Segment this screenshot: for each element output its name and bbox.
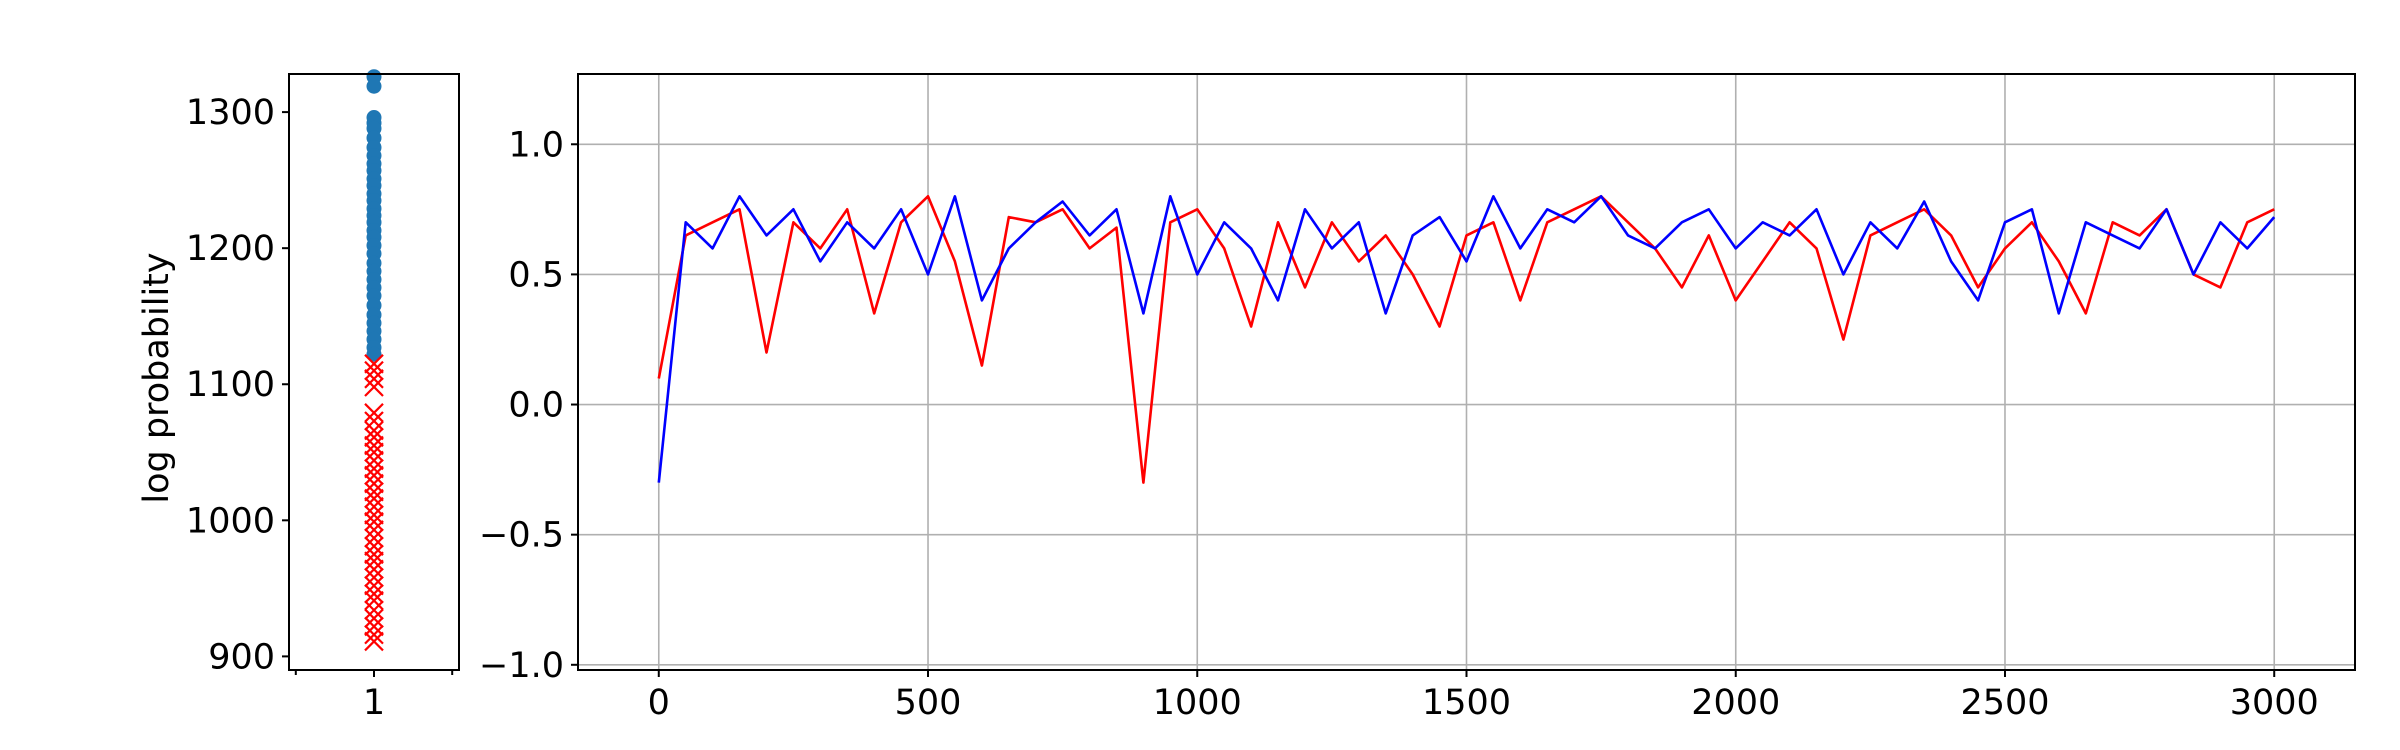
line-y-tick-label: 0.5 [508,255,564,295]
line-x-tick-label: 0 [648,683,670,723]
scatter-y-tick-label: 1100 [186,365,275,405]
scatter-y-tick-label: 900 [208,637,275,677]
scatter-point-x [364,528,384,548]
scatter-point-x [364,567,384,588]
scatter-point-x [364,369,384,389]
scatter-point-x [364,536,384,556]
scatter-point-x [364,420,384,441]
line-frame [577,73,2356,671]
scatter-point-x [364,354,384,374]
line-y-tick-label: −1.0 [479,646,564,686]
scatter-point-x [364,360,384,381]
scatter-point-x [364,631,384,652]
scatter-panel: 900 1000 1100 1200 1300 1 log probability [137,69,460,723]
scatter-point-x [364,473,384,494]
scatter-point-x [364,442,384,463]
scatter-point-x [364,427,384,448]
scatter-point-x [364,624,384,645]
line-series [657,195,2276,484]
scatter-point-x [364,505,384,525]
line-x-tick-label: 2000 [1691,683,1780,723]
line-x-tick-label: 1500 [1422,683,1511,723]
line-series-red [657,195,2275,484]
scatter-y-tick-label: 1300 [186,93,275,133]
line-y-tick-label: −0.5 [479,516,564,556]
scatter-point-x [364,450,384,471]
scatter-point-circle [366,78,382,94]
scatter-point-x [364,584,384,604]
scatter-point-x [364,575,384,596]
scatter-point-x [364,559,384,580]
scatter-point-x [364,488,384,509]
line-panel: 0 500 1000 1500 2000 2500 3000 −1.0 −0.5 0.0 0.5 1.… [479,73,2356,723]
scatter-point-circle [366,346,382,362]
line-x-tick-label: 2500 [1960,683,2049,723]
line-series-blue [657,195,2276,483]
scatter-point-x [364,600,384,620]
scatter-point-x [364,496,384,517]
scatter-point-x [364,544,384,565]
scatter-y-tick-label: 1000 [186,501,275,541]
line-x-tick-label: 3000 [2230,683,2319,723]
scatter-point-x [364,616,384,637]
scatter-point-x [364,403,384,423]
scatter-x-tick-label: 1 [363,683,385,723]
scatter-point-x [364,481,384,502]
line-x-tick-label: 1000 [1153,683,1242,723]
line-y-tick-label: 1.0 [508,125,564,165]
scatter-point-x [364,608,384,629]
scatter-ticks: 900 1000 1100 1200 1300 1 [186,93,454,723]
line-x-tick-label: 500 [895,683,962,723]
scatter-point-x [364,590,384,611]
scatter-frame [288,73,460,671]
line-y-tick-label: 0.0 [508,386,564,426]
scatter-point-x [364,520,384,540]
scatter-point-x [364,551,384,571]
scatter-point-x [364,411,384,431]
scatter-point-x [364,458,384,479]
scatter-y-tick-label: 1200 [186,229,275,269]
scatter-marks [364,69,384,652]
scatter-point-x [364,465,384,486]
scatter-point-x [364,377,384,397]
scatter-point-x [364,511,384,532]
line-ticks: 0 500 1000 1500 2000 2500 3000 −1.0 −0.5 0.0 0.5 1.… [479,125,2319,723]
scatter-point-x [364,435,384,456]
scatter-y-axis-label: log probability [137,252,177,503]
